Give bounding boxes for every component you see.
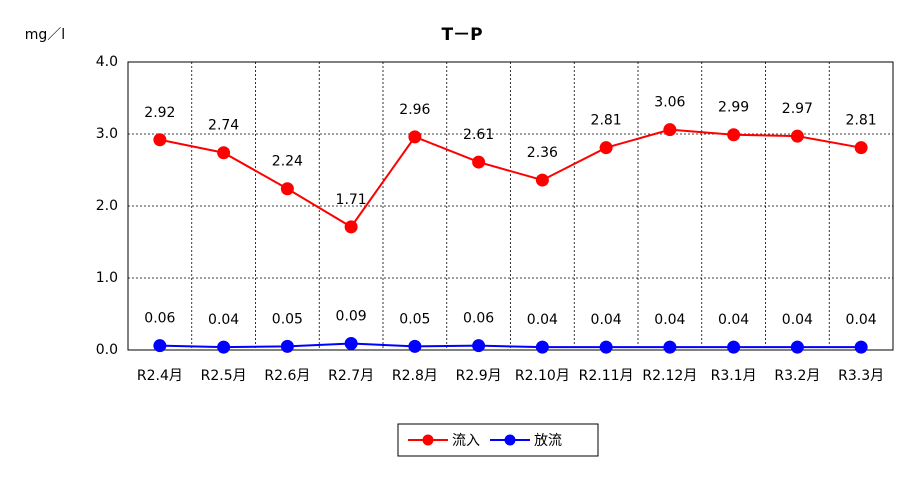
legend-marker xyxy=(422,434,434,446)
data-label: 0.05 xyxy=(399,311,430,327)
x-tick-label: R2.7月 xyxy=(328,368,374,384)
x-tick-label: R2.6月 xyxy=(264,368,310,384)
x-tick-label: R2.12月 xyxy=(642,368,697,384)
data-label: 0.04 xyxy=(591,312,622,328)
data-point xyxy=(472,155,486,169)
data-point xyxy=(599,340,613,354)
data-point xyxy=(344,220,358,234)
data-label: 2.99 xyxy=(718,100,749,116)
legend-label: 流入 xyxy=(452,433,480,449)
x-tick-label: R3.2月 xyxy=(774,368,820,384)
y-tick-label: 3.0 xyxy=(96,126,118,142)
data-point xyxy=(472,339,486,353)
data-point xyxy=(408,339,422,353)
y-tick-label: 4.0 xyxy=(96,54,118,70)
data-point xyxy=(663,123,677,137)
data-point xyxy=(727,128,741,142)
data-point xyxy=(727,340,741,354)
data-label: 3.06 xyxy=(654,95,685,111)
legend: 流入 放流 xyxy=(397,423,599,457)
data-label: 0.04 xyxy=(527,312,558,328)
series-line xyxy=(159,128,862,229)
data-label: 0.06 xyxy=(144,311,175,327)
data-point xyxy=(217,340,231,354)
data-point xyxy=(663,340,677,354)
data-label: 2.92 xyxy=(144,105,175,121)
data-label: 2.97 xyxy=(782,101,813,117)
x-tick-label: R2.9月 xyxy=(456,368,502,384)
data-label: 0.09 xyxy=(336,309,367,325)
x-tick-label: R2.10月 xyxy=(515,368,570,384)
data-point xyxy=(535,173,549,187)
y-tick-label: 0.0 xyxy=(96,342,118,358)
data-label: 2.36 xyxy=(527,145,558,161)
data-point xyxy=(344,337,358,351)
y-axis-unit: mg／l xyxy=(25,27,65,43)
data-label: 2.96 xyxy=(399,102,430,118)
data-label: 2.24 xyxy=(272,154,303,170)
data-point xyxy=(280,339,294,353)
data-label: 0.04 xyxy=(782,312,813,328)
data-label: 0.06 xyxy=(463,311,494,327)
series-line xyxy=(159,342,862,349)
x-tick-label: R2.5月 xyxy=(201,368,247,384)
data-point xyxy=(153,339,167,353)
data-label: 0.04 xyxy=(846,312,877,328)
data-label: 2.81 xyxy=(591,113,622,129)
x-tick-label: R2.11月 xyxy=(579,368,634,384)
legend-label: 放流 xyxy=(534,433,562,449)
chart-title: T－P xyxy=(441,25,482,45)
data-label: 2.74 xyxy=(208,118,239,134)
data-point xyxy=(854,340,868,354)
legend-marker xyxy=(504,434,516,446)
data-label: 0.04 xyxy=(718,312,749,328)
data-label: 0.04 xyxy=(208,312,239,328)
y-tick-label: 2.0 xyxy=(96,198,118,214)
data-point xyxy=(599,141,613,155)
data-label: 0.05 xyxy=(272,311,303,327)
data-point xyxy=(790,129,804,143)
data-point xyxy=(408,130,422,144)
data-label: 2.81 xyxy=(846,113,877,129)
data-label: 2.61 xyxy=(463,127,494,143)
plot-border xyxy=(127,61,894,351)
data-point xyxy=(854,141,868,155)
x-tick-label: R2.4月 xyxy=(137,368,183,384)
data-label: 0.04 xyxy=(654,312,685,328)
data-point xyxy=(280,182,294,196)
y-tick-label: 1.0 xyxy=(96,270,118,286)
data-label: 1.71 xyxy=(336,192,367,208)
x-tick-label: R2.8月 xyxy=(392,368,438,384)
data-point xyxy=(153,133,167,147)
x-tick-label: R3.1月 xyxy=(711,368,757,384)
data-point xyxy=(790,340,804,354)
data-point xyxy=(217,146,231,160)
x-tick-label: R3.3月 xyxy=(838,368,884,384)
data-point xyxy=(535,340,549,354)
